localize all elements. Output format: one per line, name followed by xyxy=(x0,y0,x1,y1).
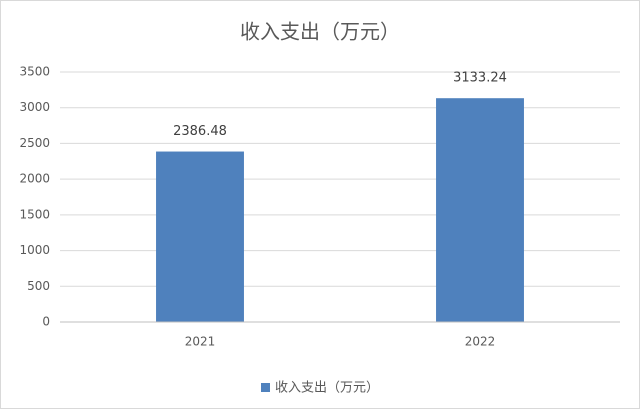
y-tick-label: 3000 xyxy=(19,100,50,114)
legend-label: 收入支出（万元） xyxy=(275,381,379,396)
y-tick-label: 2500 xyxy=(19,136,50,150)
y-tick-label: 1500 xyxy=(19,207,50,221)
bar xyxy=(156,151,244,322)
x-tick-label: 2021 xyxy=(185,335,216,349)
y-tick-label: 1000 xyxy=(19,243,50,257)
data-label: 2386.48 xyxy=(173,124,227,139)
chart-title: 收入支出（万元） xyxy=(240,20,400,44)
legend-swatch xyxy=(260,383,270,392)
data-label: 3133.24 xyxy=(453,71,507,86)
y-tick-label: 500 xyxy=(27,279,50,293)
y-tick-label: 0 xyxy=(42,315,50,329)
y-tick-label: 3500 xyxy=(19,65,50,79)
x-tick-label: 2022 xyxy=(465,335,496,349)
y-tick-label: 2000 xyxy=(19,172,50,186)
bar xyxy=(436,98,524,322)
